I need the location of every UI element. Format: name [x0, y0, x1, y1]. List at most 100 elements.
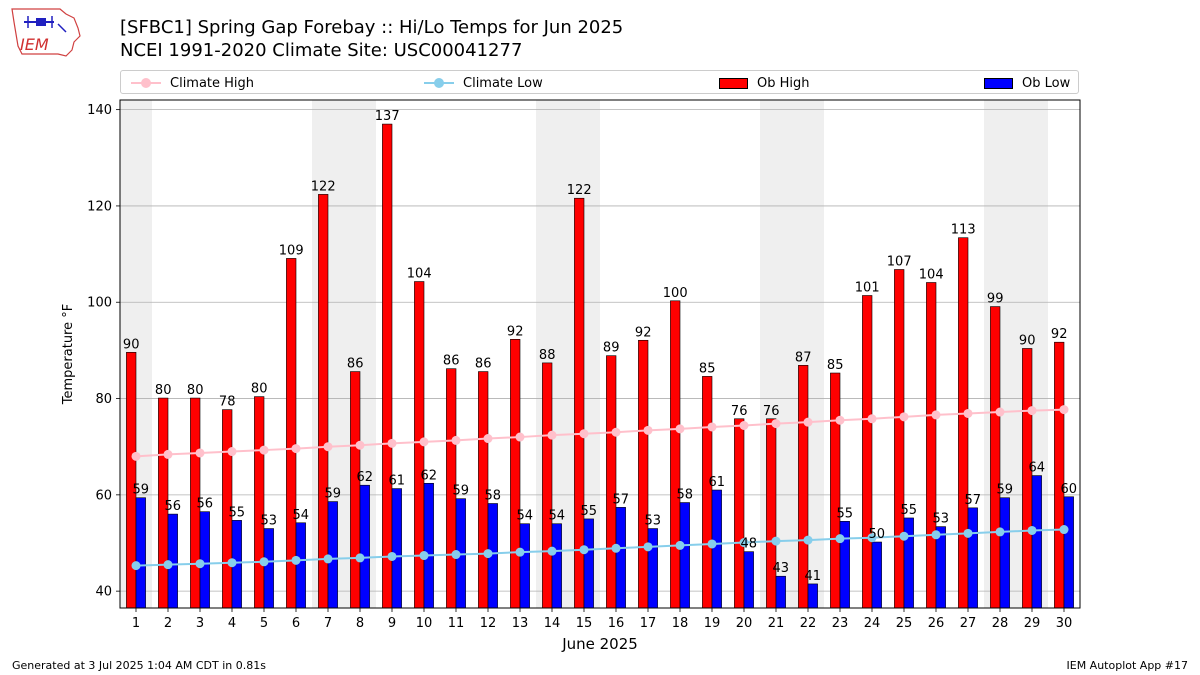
x-tick-label: 5 — [260, 616, 268, 631]
ob-low-label: 62 — [421, 468, 438, 483]
climate-high-point — [803, 417, 813, 427]
legend-line-icon — [424, 77, 454, 89]
ob-high-label: 90 — [1019, 333, 1036, 348]
ob-low-label: 55 — [581, 504, 598, 519]
climate-low-point — [323, 554, 333, 564]
climate-high-line — [135, 408, 1065, 458]
ob-low-label: 61 — [709, 475, 726, 490]
ob-high-label: 107 — [887, 254, 912, 269]
ob-high-label: 104 — [407, 267, 432, 282]
climate-high-point — [995, 407, 1005, 417]
ob-high-label: 99 — [987, 292, 1004, 307]
climate-high-point — [387, 438, 397, 448]
bar-ob-low — [647, 528, 658, 609]
climate-low-point — [547, 546, 557, 556]
ob-low-label: 54 — [549, 509, 566, 524]
climate-high-point — [1027, 406, 1037, 416]
bar-ob-low — [775, 575, 786, 609]
ob-low-label: 58 — [485, 489, 502, 504]
x-tick-label: 23 — [832, 616, 849, 631]
bar-ob-low — [999, 497, 1010, 609]
x-tick-label: 2 — [164, 616, 172, 631]
ob-low-label: 48 — [741, 537, 758, 552]
ob-high-label: 88 — [539, 348, 556, 363]
y-tick-label: 40 — [95, 585, 112, 600]
climate-low-point — [643, 542, 653, 552]
climate-high-point — [867, 414, 877, 424]
bar-ob-high — [350, 371, 361, 609]
climate-low-point — [291, 555, 301, 565]
climate-high-point — [483, 434, 493, 444]
bar-ob-low — [807, 583, 818, 609]
ob-low-label: 56 — [197, 497, 214, 512]
climate-high-point — [611, 427, 621, 437]
climate-low-point — [995, 527, 1005, 537]
bar-ob-high — [670, 300, 681, 609]
climate-high-point — [451, 435, 461, 445]
bar-ob-low — [711, 489, 722, 609]
bar-ob-high — [702, 376, 713, 609]
ob-high-label: 89 — [603, 341, 620, 356]
ob-high-label: 78 — [219, 395, 236, 410]
app-id: IEM Autoplot App #17 — [1066, 659, 1189, 672]
x-tick-label: 26 — [928, 616, 945, 631]
bar-ob-low — [551, 523, 562, 609]
climate-low-point — [227, 558, 237, 568]
ob-high-label: 113 — [951, 223, 976, 238]
ob-high-label: 80 — [251, 382, 268, 397]
climate-low-point — [195, 559, 205, 569]
y-tick-label: 120 — [87, 199, 112, 214]
chart-subtitle: NCEI 1991-2020 Climate Site: USC00041277 — [120, 40, 523, 61]
climate-high-point — [163, 449, 173, 459]
logo-text: IEM — [20, 35, 49, 54]
bar-ob-low — [1063, 496, 1074, 609]
bar-ob-low — [295, 522, 306, 609]
ob-low-label: 50 — [869, 527, 886, 542]
ob-low-label: 53 — [645, 514, 662, 529]
bar-ob-low — [967, 507, 978, 609]
climate-high-point — [963, 408, 973, 418]
y-tick-label: 140 — [87, 103, 112, 118]
x-tick-label: 12 — [480, 616, 497, 631]
y-tick-label: 100 — [87, 296, 112, 311]
ob-low-label: 53 — [261, 514, 278, 529]
legend-item-ob-high: Ob High — [719, 71, 810, 95]
x-tick-label: 17 — [640, 616, 657, 631]
x-tick-label: 19 — [704, 616, 721, 631]
climate-low-point — [835, 534, 845, 544]
x-tick-label: 8 — [356, 616, 364, 631]
x-tick-label: 30 — [1056, 616, 1073, 631]
x-tick-label: 21 — [768, 616, 785, 631]
climate-low-point — [259, 557, 269, 567]
ob-low-label: 41 — [805, 569, 822, 584]
ob-high-label: 122 — [311, 179, 336, 194]
x-tick-label: 7 — [324, 616, 332, 631]
bar-ob-high — [894, 269, 905, 609]
bar-ob-high — [958, 237, 969, 609]
ob-low-label: 55 — [229, 505, 246, 520]
climate-low-point — [483, 549, 493, 559]
x-tick-label: 14 — [544, 616, 561, 631]
climate-high-point — [515, 432, 525, 442]
climate-low-point — [963, 528, 973, 538]
x-tick-label: 15 — [576, 616, 593, 631]
x-tick-label: 11 — [448, 616, 465, 631]
bar-ob-low — [583, 518, 594, 609]
ob-high-label: 104 — [919, 267, 944, 282]
iem-logo: IEM — [11, 8, 81, 57]
ob-high-label: 86 — [443, 354, 460, 369]
x-tick-label: 3 — [196, 616, 204, 631]
ob-high-label: 87 — [795, 350, 812, 365]
climate-high-point — [675, 424, 685, 434]
ob-low-label: 60 — [1061, 482, 1078, 497]
plot-frame — [119, 99, 1081, 609]
ob-high-label: 76 — [763, 404, 780, 419]
climate-high-point — [899, 412, 909, 422]
legend-label: Climate Low — [463, 75, 543, 91]
bar-ob-high — [510, 339, 521, 609]
bar-ob-low — [839, 521, 850, 609]
bar-ob-low — [871, 541, 882, 609]
climate-low-point — [579, 545, 589, 555]
ob-low-label: 53 — [933, 512, 950, 527]
legend-label: Ob Low — [1022, 75, 1071, 91]
